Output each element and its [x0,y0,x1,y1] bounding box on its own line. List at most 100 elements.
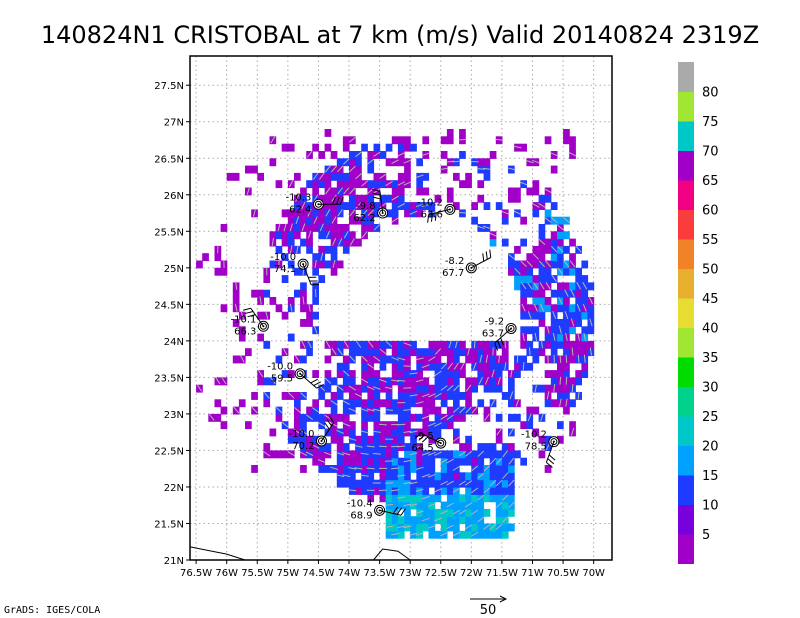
dropsonde-temperature: -9.2 [485,316,505,327]
wind-speed-cell [397,202,405,210]
wind-speed-cell [557,392,564,400]
wind-speed-cell [330,209,338,218]
wind-speed-cell [440,165,448,174]
wind-speed-cell [581,370,589,378]
wind-speed-cell [300,443,307,451]
wind-vector [454,340,458,349]
wind-speed-cell [373,443,381,451]
wind-vector [409,394,418,397]
y-tick-label: 22N [164,483,184,494]
wind-speed-cell [563,282,570,291]
wind-speed-cell [416,209,423,218]
wind-vector [571,384,574,393]
wind-speed-cell [361,487,368,495]
wind-vector [287,451,295,457]
wind-speed-cell [416,465,423,473]
wind-vector [403,459,412,463]
wind-speed-cell [349,472,356,481]
wind-speed-cell [434,494,442,503]
dropsonde-value: 74.1 [274,264,296,275]
wind-speed-cell [544,245,552,254]
wind-vector [589,318,593,327]
wind-speed-cell [526,158,534,167]
wind-speed-cell [477,479,485,488]
wind-vector [473,340,476,349]
wind-speed-cell [336,428,344,437]
wind-speed-cell [569,326,576,335]
wind-vector [427,525,436,529]
wind-speed-cell [379,428,387,437]
wind-vector [300,392,307,399]
wind-speed-cell [349,348,356,357]
wind-speed-cell [404,158,411,167]
wind-speed-cell [459,494,466,503]
wind-speed-cell [385,180,393,189]
wind-vector [397,525,406,529]
wind-vector [509,391,514,400]
y-tick-label: 24N [164,337,184,348]
wind-vector [501,516,509,523]
wind-speed-cell [422,151,430,159]
wind-speed-cell [324,428,332,437]
wind-speed-cell [342,224,350,232]
dropsonde-value: 63.7 [482,328,504,339]
wind-barb-feather [414,432,422,439]
wind-speed-cell [440,348,448,357]
wind-speed-cell [508,487,515,495]
wind-speed-cell [214,413,222,422]
wind-speed-cell [501,348,509,357]
wind-speed-cell [275,304,283,313]
wind-speed-cell [520,216,527,225]
wind-speed-cell [367,158,375,167]
wind-speed-cell [465,399,472,408]
wind-speed-cell [465,516,472,525]
dropsonde-temperature: -10.2 [521,430,547,441]
dropsonde-temperature: -10.3 [286,192,312,203]
wind-speed-cell [569,311,576,320]
wind-speed-cell [275,245,283,254]
wind-speed-cell [367,392,375,400]
wind-vector [409,210,418,215]
wind-speed-cell [379,479,387,488]
wind-speed-cell [508,523,515,532]
wind-vector [379,348,387,355]
wind-vector [540,413,544,422]
wind-speed-cell [532,297,540,305]
wind-vector [527,282,533,290]
wind-speed-cell [520,421,527,430]
wind-speed-cell [287,143,295,152]
wind-speed-cell [379,472,387,481]
wind-speed-cell [526,187,534,196]
wind-vector [373,355,381,362]
wind-vector [305,451,314,457]
wind-speed-cell [459,136,466,145]
wind-vector [522,362,525,371]
wind-vector [288,392,295,399]
wind-speed-cell [453,158,460,167]
wind-speed-cell [373,377,381,386]
wind-vector [397,496,406,499]
wind-speed-cell [269,158,277,167]
wind-speed-cell [355,384,362,393]
wind-vector [391,356,400,361]
wind-speed-cell [514,245,521,254]
wind-vector [465,480,473,486]
wind-speed-cell [404,136,411,145]
wind-vector [415,466,424,470]
wind-speed-cell [336,450,344,459]
wind-vector [360,474,369,477]
wind-speed-cell [318,180,326,189]
wind-speed-cell [397,370,405,378]
wind-vector [440,414,448,420]
wind-speed-cell [385,377,393,386]
wind-speed-cell [349,231,356,240]
wind-speed-cell [440,136,448,145]
wind-speed-cell [300,304,307,313]
wind-vector [526,260,533,268]
wind-speed-cell [355,465,362,473]
wind-speed-cell [379,348,387,357]
wind-speed-cell [544,399,552,408]
wind-vector [458,451,466,457]
wind-vector [434,392,442,398]
wind-speed-cell [483,165,491,174]
